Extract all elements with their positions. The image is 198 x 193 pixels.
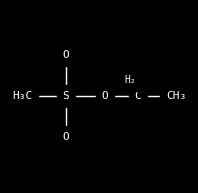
Text: H₃C: H₃C (12, 91, 32, 101)
Text: O: O (102, 91, 108, 101)
Text: C: C (135, 91, 141, 101)
Text: H₂: H₂ (124, 75, 136, 85)
Text: CH₃: CH₃ (166, 91, 186, 101)
Text: O: O (63, 132, 69, 142)
Text: S: S (63, 91, 69, 101)
Text: O: O (63, 50, 69, 60)
